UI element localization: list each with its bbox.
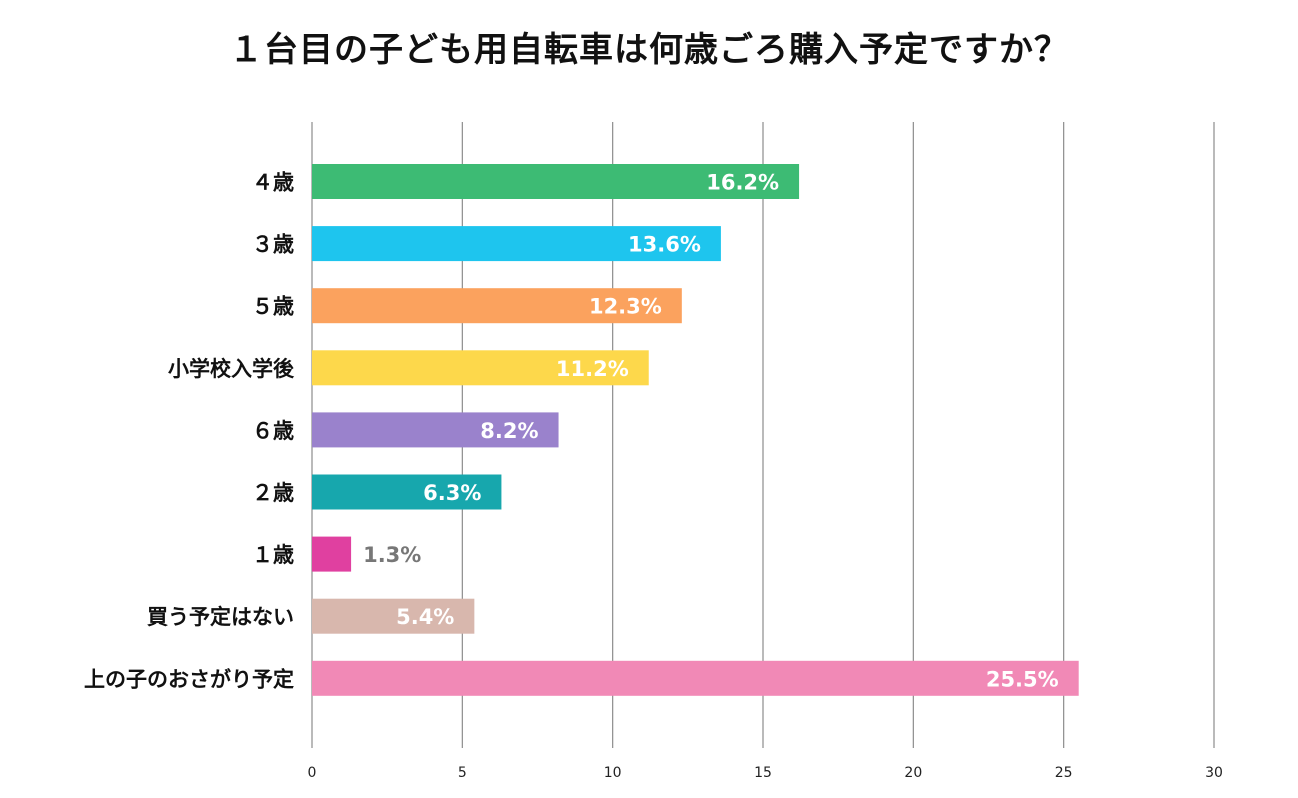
data-label: 8.2%	[480, 419, 538, 443]
x-tick-label: 0	[308, 765, 317, 781]
data-label: 1.3%	[363, 543, 421, 567]
bar	[312, 164, 800, 199]
bar	[312, 350, 649, 386]
value-labels: 16.2% 13.6% 12.3% 11.2% 8.2% 6.3% 1.3% 5.4% 25.5…	[363, 171, 1059, 692]
data-label: 6.3%	[423, 481, 481, 505]
category-label: ６歳	[252, 419, 294, 443]
data-label: 13.6%	[628, 233, 701, 257]
data-label: 25.5%	[986, 667, 1059, 691]
data-label: 5.4%	[396, 605, 454, 629]
chart-title: １台目の子ども用自転車は何歳ごろ購入予定ですか？	[229, 30, 1069, 70]
x-tick-label: 25	[1055, 765, 1073, 781]
category-label: １歳	[252, 543, 294, 567]
bar	[312, 288, 682, 324]
bar	[312, 412, 559, 448]
category-label: 上の子のおさがり予定	[84, 667, 294, 691]
bar	[312, 474, 502, 510]
bar	[312, 536, 352, 572]
x-tick-label: 30	[1205, 765, 1223, 781]
data-label: 11.2%	[556, 357, 629, 381]
data-label: 16.2%	[706, 171, 779, 195]
x-tick-labels: 0 5 10 15 20 25 30	[308, 765, 1223, 781]
category-label: ５歳	[252, 295, 294, 319]
x-tick-label: 20	[904, 765, 922, 781]
bars	[312, 164, 1079, 696]
category-label: 買う予定はない	[147, 605, 294, 629]
x-tick-label: 5	[458, 765, 467, 781]
category-label: ２歳	[252, 481, 294, 505]
bar	[312, 660, 1079, 696]
bar	[312, 226, 721, 262]
x-tick-label: 10	[604, 765, 622, 781]
category-label: ３歳	[252, 233, 294, 257]
category-label: 小学校入学後	[168, 357, 295, 381]
data-label: 12.3%	[589, 295, 662, 319]
category-label: ４歳	[252, 171, 294, 195]
bar	[312, 598, 475, 634]
x-tick-label: 15	[754, 765, 772, 781]
